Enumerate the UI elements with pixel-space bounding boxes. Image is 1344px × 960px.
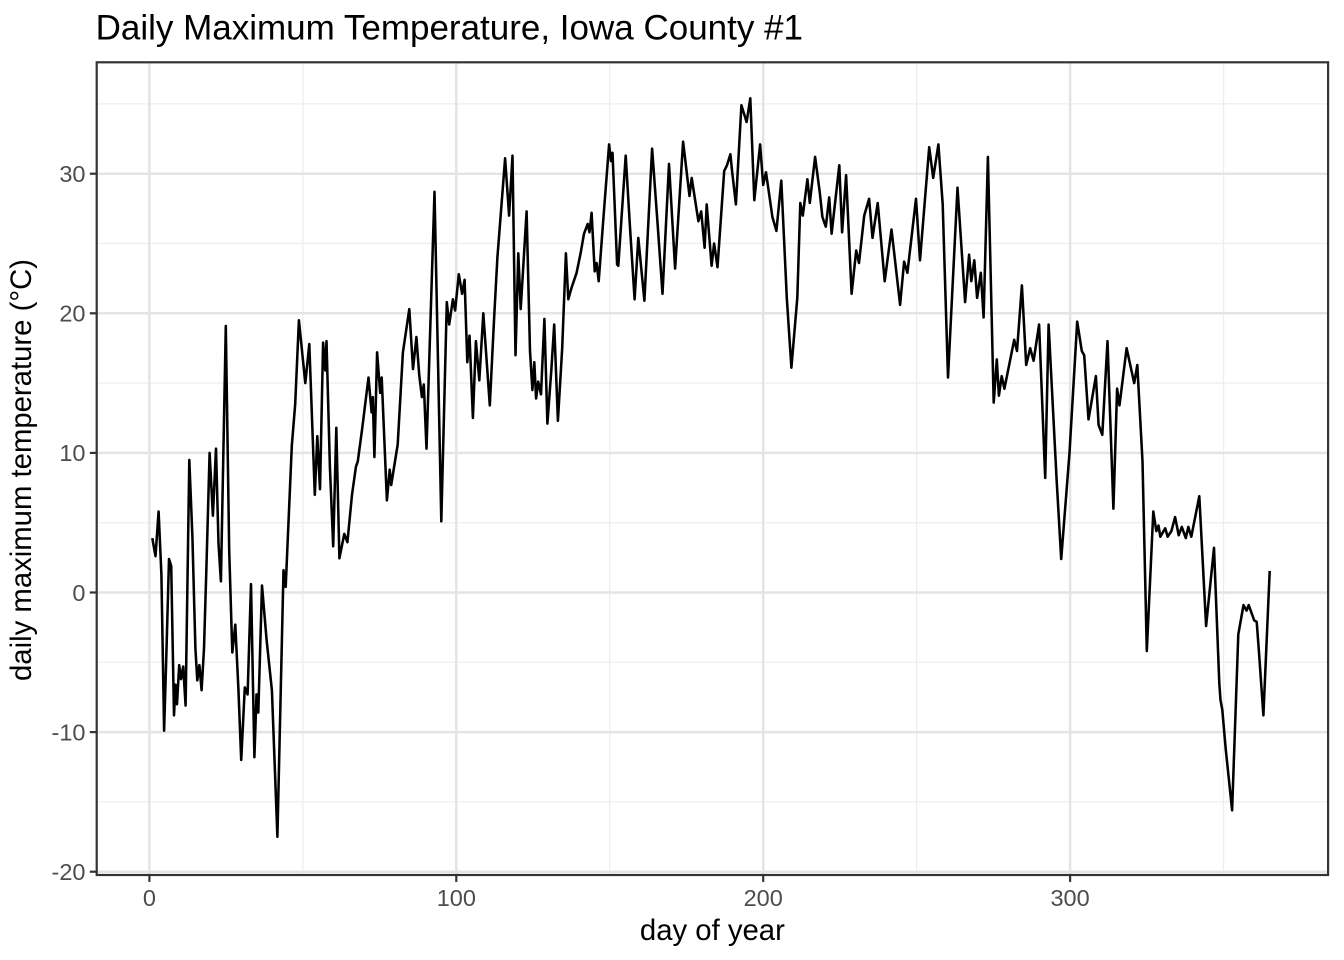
svg-text:100: 100 [437, 885, 476, 911]
svg-text:200: 200 [744, 885, 783, 911]
svg-text:daily maximum temperature (°C): daily maximum temperature (°C) [5, 259, 38, 681]
svg-text:-20: -20 [52, 859, 86, 885]
svg-text:30: 30 [59, 161, 85, 187]
svg-text:Daily Maximum Temperature, Iow: Daily Maximum Temperature, Iowa County #… [96, 9, 803, 48]
svg-text:20: 20 [59, 301, 85, 327]
svg-text:-10: -10 [52, 719, 86, 745]
svg-text:0: 0 [72, 580, 85, 606]
svg-text:300: 300 [1050, 885, 1089, 911]
svg-text:0: 0 [143, 885, 156, 911]
svg-text:10: 10 [59, 440, 85, 466]
svg-text:day of year: day of year [640, 914, 785, 947]
